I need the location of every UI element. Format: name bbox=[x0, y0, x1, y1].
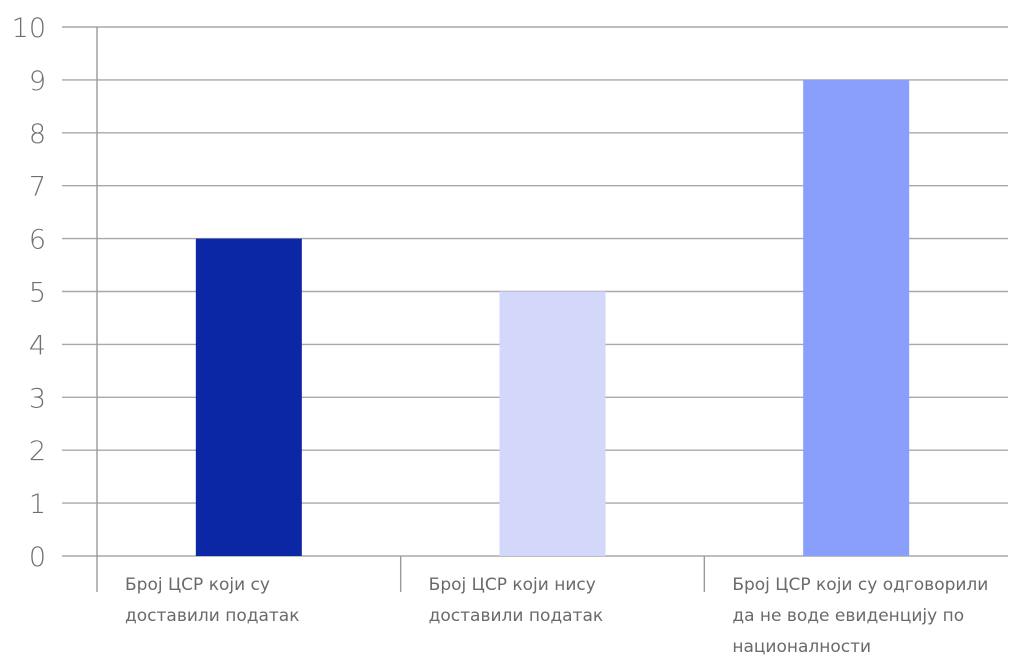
y-tick-label: 0 bbox=[29, 542, 46, 573]
y-tick-label: 5 bbox=[29, 278, 46, 309]
bar-2 bbox=[499, 291, 606, 556]
x-category-label: Број ЦСР који су одговорили да не воде ев… bbox=[732, 575, 988, 657]
y-tick-label: 3 bbox=[29, 383, 46, 414]
y-tick-label: 7 bbox=[29, 172, 46, 203]
y-tick-label: 4 bbox=[29, 330, 46, 361]
y-tick-label: 10 bbox=[12, 13, 46, 44]
y-tick-label: 2 bbox=[29, 436, 46, 467]
y-tick-label: 6 bbox=[29, 225, 46, 256]
y-tick-label: 9 bbox=[29, 66, 46, 97]
y-tick-label: 8 bbox=[29, 119, 46, 150]
x-category-label: Број ЦСР који су доставили податак bbox=[125, 575, 299, 626]
y-tick-label: 1 bbox=[29, 489, 46, 520]
bar-3 bbox=[803, 79, 910, 557]
x-category-label: Број ЦСР који нису доставили податак bbox=[429, 575, 603, 626]
bar-1 bbox=[195, 238, 302, 556]
